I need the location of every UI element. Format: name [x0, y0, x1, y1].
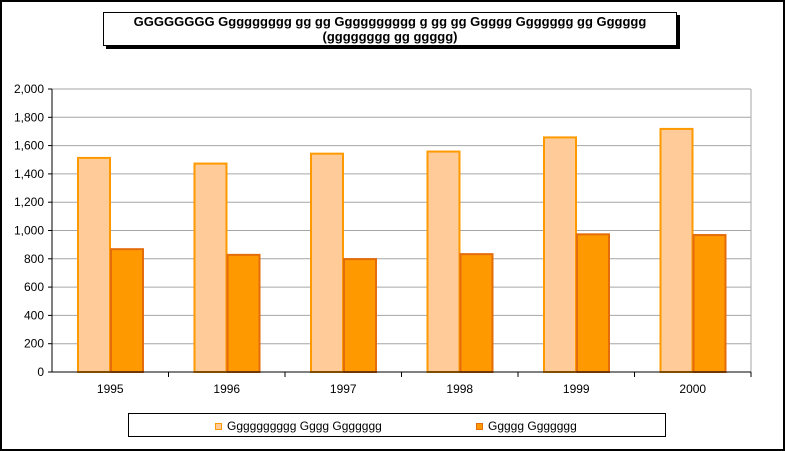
- y-tick-label: 1,400: [14, 167, 44, 181]
- bar-1999-series-2: [576, 233, 610, 373]
- x-tick-label: 1995: [97, 382, 124, 396]
- legend-swatch-series-1: [215, 422, 222, 430]
- y-tick-label: 400: [24, 308, 44, 322]
- bar-1995-series-1: [77, 156, 111, 373]
- y-tick-label: 1,000: [14, 224, 44, 238]
- legend-item-series-1: Gggggggggg Gggg Ggggggg: [215, 419, 382, 433]
- x-tick-label: 1996: [213, 382, 240, 396]
- bar-2000-series-2: [692, 234, 727, 373]
- bars: [77, 127, 727, 373]
- axes: 0 200 400 600 800 1,000 1,200 1,400 1,600 1,800 2,…: [14, 82, 752, 396]
- chart-title: GGGGGGGG Ggggggggg gg gg Gggggggggg g gg…: [133, 14, 647, 29]
- bar-1999-series-1: [543, 136, 577, 373]
- y-tick-label: 2,000: [14, 82, 44, 96]
- bar-1997-series-1: [310, 152, 344, 373]
- y-tick-label: 1,600: [14, 139, 44, 153]
- x-tick-label: 2000: [679, 382, 706, 396]
- chart-subtitle: (gggggggg gg ggggg): [322, 29, 458, 44]
- y-tick-label: 0: [37, 365, 44, 379]
- bar-1996-series-2: [226, 253, 261, 373]
- bar-2000-series-1: [659, 127, 694, 373]
- gridlines: [52, 88, 752, 372]
- y-tick-label: 1,200: [14, 195, 44, 209]
- legend-label-series-1: Gggggggggg Gggg Ggggggg: [227, 419, 382, 433]
- legend-swatch-series-2: [476, 422, 483, 430]
- legend-label-series-2: Ggggg Ggggggg: [488, 419, 577, 433]
- bar-1998-series-1: [426, 150, 461, 373]
- x-tick-label: 1997: [330, 382, 357, 396]
- x-tick-label: 1999: [563, 382, 590, 396]
- bar-1998-series-2: [459, 253, 494, 373]
- chart-title-box: GGGGGGGG Ggggggggg gg gg Gggggggggg g gg…: [103, 12, 677, 46]
- y-tick-label: 1,800: [14, 110, 44, 124]
- bar-1996-series-1: [193, 162, 228, 373]
- legend-item-series-2: Ggggg Ggggggg: [476, 419, 577, 433]
- bar-1997-series-2: [343, 258, 377, 373]
- legend: Gggggggggg Gggg Ggggggg Ggggg Ggggggg: [128, 413, 666, 437]
- y-tick-label: 200: [24, 337, 44, 351]
- y-tick-label: 600: [24, 280, 44, 294]
- x-tick-label: 1998: [446, 382, 473, 396]
- y-tick-label: 800: [24, 252, 44, 266]
- bar-1995-series-2: [110, 248, 144, 373]
